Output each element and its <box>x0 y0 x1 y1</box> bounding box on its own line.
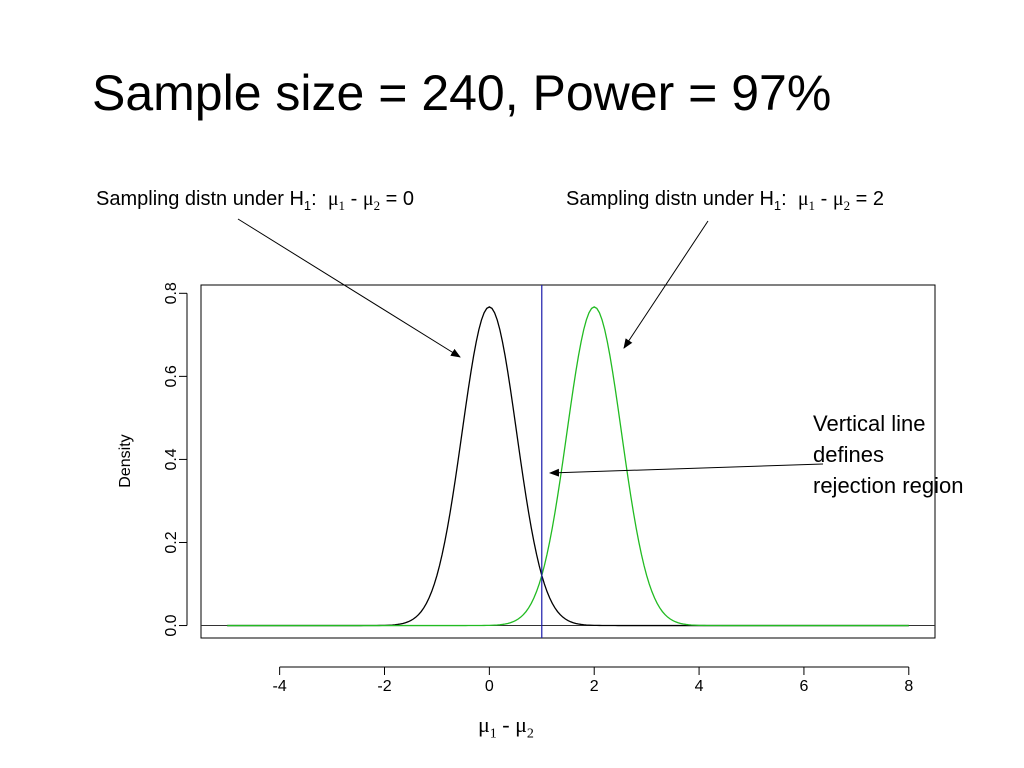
slide-title: Sample size = 240, Power = 97% <box>92 65 832 121</box>
y-tick-label: 0.4 <box>163 448 180 470</box>
annotation-null-minus: - <box>345 188 363 210</box>
arrow-null-distribution <box>237 218 461 358</box>
y-tick-label: 0.8 <box>163 282 180 304</box>
annotation-null-mu2: μ <box>362 188 374 210</box>
annotation-null-mu1-sub: 1 <box>338 198 346 213</box>
annotation-alt-sub: 1 <box>773 198 782 213</box>
x-tick-label: -2 <box>377 678 391 695</box>
annotation-rejection-line2: defines <box>813 442 884 467</box>
x-axis-mu2: μ <box>515 712 527 737</box>
x-axis-mu2-sub: 2 <box>526 726 534 742</box>
annotation-null-mu2-sub: 2 <box>373 198 381 213</box>
annotation-alt-colon: : <box>781 188 787 210</box>
annotation-alt-mu2: μ <box>832 188 844 210</box>
annotation-null-sub: 1 <box>303 198 312 213</box>
annotation-alt-value: = 2 <box>850 188 884 210</box>
annotation-alt-mu2-sub: 2 <box>843 198 851 213</box>
annotation-alt-minus: - <box>815 188 833 210</box>
curves <box>201 285 935 638</box>
plot-frame <box>200 284 936 639</box>
annotation-rejection-line: Vertical line defines rejection region <box>813 408 963 501</box>
annotation-null-colon: : <box>311 188 317 210</box>
x-axis-mu1: μ <box>478 712 490 737</box>
annotation-null-value: = 0 <box>380 188 414 210</box>
x-tick-label: 2 <box>590 678 599 695</box>
y-tick-label: 0.6 <box>163 365 180 387</box>
density-curve-alt <box>227 306 909 627</box>
axes: -4 -2 0 2 4 6 8 0.0 0.2 0.4 0.6 0.8 <box>163 282 913 695</box>
x-tick-label: 4 <box>695 678 704 695</box>
annotation-null-distribution: Sampling distn under H1: μ1 - μ2 = 0 <box>96 188 414 214</box>
x-axis-label: μ1 - μ2 <box>478 712 534 742</box>
annotation-arrows <box>237 218 824 477</box>
annotation-null-text: Sampling distn under H <box>96 188 304 210</box>
arrow-alt-distribution <box>623 220 709 349</box>
annotation-null-mu1: μ <box>327 188 339 210</box>
annotation-alt-distribution: Sampling distn under H1: μ1 - μ2 = 2 <box>566 188 884 214</box>
y-tick-label: 0.0 <box>163 614 180 636</box>
annotation-rejection-line1: Vertical line <box>813 411 926 436</box>
x-tick-label: 0 <box>485 678 494 695</box>
x-axis-mu1-sub: 1 <box>489 726 497 742</box>
arrow-rejection-line <box>549 463 824 477</box>
y-axis-label: Density <box>117 434 134 487</box>
x-tick-label: 6 <box>799 678 808 695</box>
x-tick-label: 8 <box>904 678 913 695</box>
annotation-alt-mu1: μ <box>797 188 809 210</box>
x-axis-minus: - <box>496 712 516 737</box>
density-curve-null <box>227 306 909 627</box>
annotation-alt-text: Sampling distn under H <box>566 188 774 210</box>
y-tick-label: 0.2 <box>163 531 180 553</box>
annotation-rejection-line3: rejection region <box>813 473 964 498</box>
annotation-alt-mu1-sub: 1 <box>808 198 816 213</box>
x-tick-label: -4 <box>273 678 287 695</box>
